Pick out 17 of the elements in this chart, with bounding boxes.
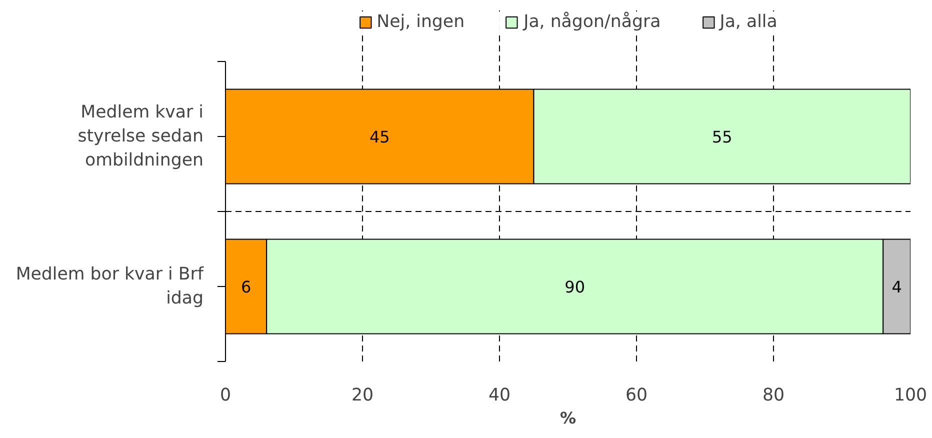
legend-label: Ja, någon/några	[524, 12, 661, 32]
x-axis-title: %	[560, 408, 576, 428]
x-tick-label: 60	[625, 386, 648, 406]
x-tick-label: 100	[894, 386, 928, 406]
data-label: 45	[369, 128, 390, 146]
data-label: 90	[564, 278, 586, 296]
y-tick-label: Medlem kvar i styrelse sedan ombildningen	[78, 102, 204, 170]
x-tick-label: 40	[488, 386, 511, 406]
data-label: 6	[240, 278, 252, 296]
data-label: 4	[892, 278, 902, 296]
data-label: 55	[712, 128, 732, 146]
x-tick-label: 80	[762, 386, 785, 406]
x-tick-label: 20	[351, 386, 374, 406]
legend-label: Ja, alla	[720, 12, 778, 32]
legend-label: Nej, ingen	[376, 12, 465, 32]
x-tick-label: 0	[220, 386, 232, 406]
y-tick-label: Medlem bor kvar i Brf idag	[16, 264, 204, 308]
